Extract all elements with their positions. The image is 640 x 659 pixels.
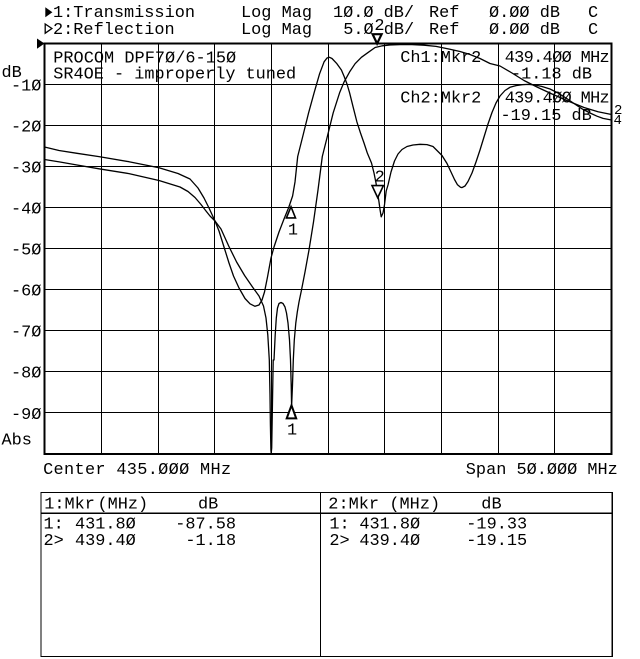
svg-text:431.8Ø: 431.8Ø xyxy=(75,516,136,535)
svg-text:4: 4 xyxy=(614,113,622,129)
svg-text:2: 2 xyxy=(374,17,384,36)
svg-text:1:Mkr: 1:Mkr xyxy=(44,496,95,515)
svg-text:Ch1:Mkr2: Ch1:Mkr2 xyxy=(400,49,481,68)
svg-text:2:Mkr: 2:Mkr xyxy=(328,496,379,515)
svg-text:-1Ø: -1Ø xyxy=(11,77,41,96)
svg-text:Ref: Ref xyxy=(429,21,459,40)
svg-text:-9Ø: -9Ø xyxy=(11,406,41,425)
svg-text:C: C xyxy=(588,21,598,40)
svg-text:Log Mag: Log Mag xyxy=(241,4,312,23)
svg-text:1:Transmission: 1:Transmission xyxy=(53,4,195,23)
svg-text:-19.15 dB: -19.15 dB xyxy=(501,107,592,126)
svg-text:-6Ø: -6Ø xyxy=(11,283,41,302)
svg-text:C: C xyxy=(588,4,598,23)
svg-text:1: 1 xyxy=(288,222,298,241)
svg-text:2>: 2> xyxy=(329,532,349,551)
svg-text:Center 435.ØØØ MHz: Center 435.ØØØ MHz xyxy=(43,461,231,480)
svg-text:dB: dB xyxy=(2,64,22,83)
svg-text:2: 2 xyxy=(375,169,385,188)
svg-text:431.8Ø: 431.8Ø xyxy=(359,516,420,535)
svg-text:1: 1 xyxy=(287,422,297,441)
svg-text:439.4ØØ MHz: 439.4ØØ MHz xyxy=(505,49,610,68)
svg-text:-1.18 dB: -1.18 dB xyxy=(511,65,592,84)
svg-text:PROCOM DPF7Ø/6-15Ø: PROCOM DPF7Ø/6-15Ø xyxy=(53,49,236,68)
svg-text:2:Reflection: 2:Reflection xyxy=(53,21,175,40)
svg-text:Abs: Abs xyxy=(2,432,32,451)
svg-text:439.4Ø: 439.4Ø xyxy=(359,532,420,551)
svg-text:-5Ø: -5Ø xyxy=(11,242,41,261)
svg-text:Ø.ØØ dB: Ø.ØØ dB xyxy=(489,4,560,23)
svg-text:Span 5Ø.ØØØ MHz: Span 5Ø.ØØØ MHz xyxy=(466,461,618,480)
svg-text:(MHz): (MHz) xyxy=(98,496,149,515)
svg-text:Log Mag: Log Mag xyxy=(241,21,312,40)
svg-text:Ref: Ref xyxy=(429,4,459,23)
svg-text:SR4OE - improperly tuned: SR4OE - improperly tuned xyxy=(53,66,296,85)
svg-text:5.Ø dB/: 5.Ø dB/ xyxy=(343,21,414,40)
svg-text:-87.58: -87.58 xyxy=(175,516,236,535)
svg-text:-7Ø: -7Ø xyxy=(11,324,41,343)
svg-text:-1.18: -1.18 xyxy=(185,532,236,551)
svg-text:Ch2:Mkr2: Ch2:Mkr2 xyxy=(400,89,481,108)
svg-text:1:: 1: xyxy=(44,516,64,535)
svg-text:439.4Ø: 439.4Ø xyxy=(75,532,136,551)
svg-text:Ø.ØØ dB: Ø.ØØ dB xyxy=(489,21,560,40)
svg-text:-19.33: -19.33 xyxy=(466,516,527,535)
svg-text:439.4ØØ MHz: 439.4ØØ MHz xyxy=(505,89,610,108)
svg-text:dB: dB xyxy=(481,496,501,515)
svg-text:-2Ø: -2Ø xyxy=(11,118,41,137)
svg-text:(MHz): (MHz) xyxy=(389,496,440,515)
svg-text:1Ø.Ø dB/: 1Ø.Ø dB/ xyxy=(333,4,414,23)
svg-text:dB: dB xyxy=(198,496,218,515)
svg-text:-19.15: -19.15 xyxy=(466,532,527,551)
svg-text:-8Ø: -8Ø xyxy=(11,365,41,384)
svg-text:1:: 1: xyxy=(329,516,349,535)
svg-text:2: 2 xyxy=(614,103,622,119)
svg-text:-3Ø: -3Ø xyxy=(11,160,41,179)
svg-text:-4Ø: -4Ø xyxy=(11,201,41,220)
svg-text:2>: 2> xyxy=(44,532,64,551)
